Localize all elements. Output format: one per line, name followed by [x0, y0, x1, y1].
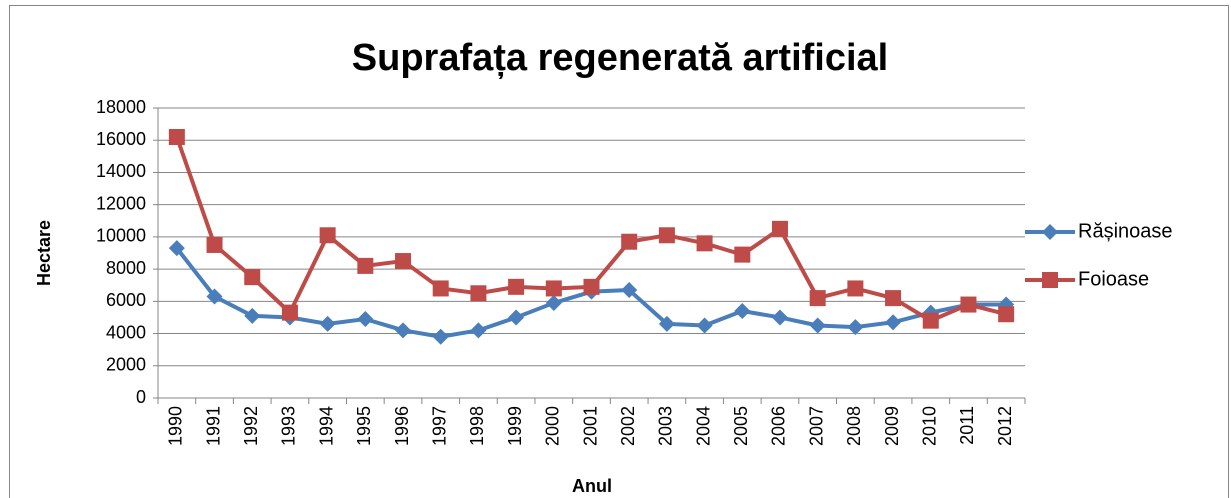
y-tick-label: 16000 [96, 129, 146, 149]
x-tick-label: 1995 [354, 406, 374, 446]
marker [960, 296, 977, 313]
x-tick-label: 1997 [429, 406, 449, 446]
marker [168, 129, 185, 145]
marker [734, 303, 751, 319]
marker [357, 257, 374, 274]
x-tick-label: 2004 [693, 406, 713, 446]
marker [885, 290, 902, 307]
marker [206, 288, 223, 305]
marker [998, 306, 1015, 323]
x-tick-label: 2007 [806, 406, 826, 446]
y-tick-label: 14000 [96, 161, 146, 181]
x-tick-label: 2011 [957, 406, 977, 445]
marker [432, 328, 449, 345]
x-tick-label: 2001 [580, 406, 600, 446]
marker [168, 240, 185, 257]
marker [771, 220, 788, 237]
x-tick-label: 2003 [656, 406, 676, 446]
marker [508, 278, 525, 295]
x-axis-label: Anul [572, 476, 612, 496]
marker [470, 285, 487, 302]
marker [847, 280, 864, 297]
marker [771, 309, 788, 326]
marker [696, 235, 713, 252]
chart-title: Suprafața regenerată artificial [352, 37, 888, 79]
x-tick-label: 1996 [392, 406, 412, 446]
marker [432, 280, 449, 297]
y-axis-label: Hectare [34, 220, 54, 286]
marker [545, 280, 562, 297]
marker [244, 269, 261, 286]
marker [696, 317, 713, 334]
marker [809, 317, 826, 334]
x-tick-label: 2000 [543, 406, 563, 446]
legend-marker [1042, 272, 1058, 288]
marker [508, 309, 525, 326]
marker [809, 290, 826, 307]
x-tick-label: 2012 [995, 406, 1015, 446]
y-tick-label: 2000 [106, 355, 146, 375]
marker [357, 311, 374, 328]
legend-label: Rășinoase [1078, 220, 1173, 242]
marker [922, 312, 939, 329]
marker [206, 236, 223, 253]
legend-marker [1042, 224, 1058, 240]
marker [319, 227, 336, 244]
y-tick-label: 12000 [96, 193, 146, 213]
x-tick-label: 2008 [844, 406, 864, 446]
x-tick-label: 2010 [920, 406, 940, 446]
y-tick-label: 6000 [106, 290, 146, 310]
marker [319, 315, 336, 332]
y-tick-label: 8000 [106, 258, 146, 278]
x-tick-label: 1994 [316, 406, 336, 446]
marker [470, 322, 487, 339]
marker [395, 322, 412, 339]
marker [621, 282, 638, 299]
x-tick-label: 1999 [505, 406, 525, 446]
legend-label: Foioase [1078, 268, 1149, 290]
marker [847, 319, 864, 336]
marker [658, 315, 675, 332]
marker [545, 294, 562, 311]
x-tick-label: 1998 [467, 406, 487, 446]
marker [281, 304, 298, 321]
marker [734, 246, 751, 263]
marker [885, 314, 902, 331]
x-tick-label: 1990 [166, 406, 186, 446]
y-tick-label: 4000 [106, 322, 146, 342]
marker [583, 278, 600, 295]
marker [244, 307, 261, 324]
y-tick-label: 10000 [96, 226, 146, 246]
marker [395, 253, 412, 270]
x-tick-label: 2005 [731, 406, 751, 446]
x-tick-label: 1992 [241, 406, 261, 446]
marker [621, 233, 638, 250]
x-tick-label: 2002 [618, 406, 638, 446]
y-tick-label: 0 [136, 387, 146, 407]
marker [658, 227, 675, 244]
x-tick-label: 1993 [279, 406, 299, 446]
x-tick-label: 2009 [882, 406, 902, 446]
y-tick-label: 18000 [96, 97, 146, 117]
x-tick-label: 2006 [769, 406, 789, 446]
x-tick-label: 1991 [203, 406, 223, 446]
